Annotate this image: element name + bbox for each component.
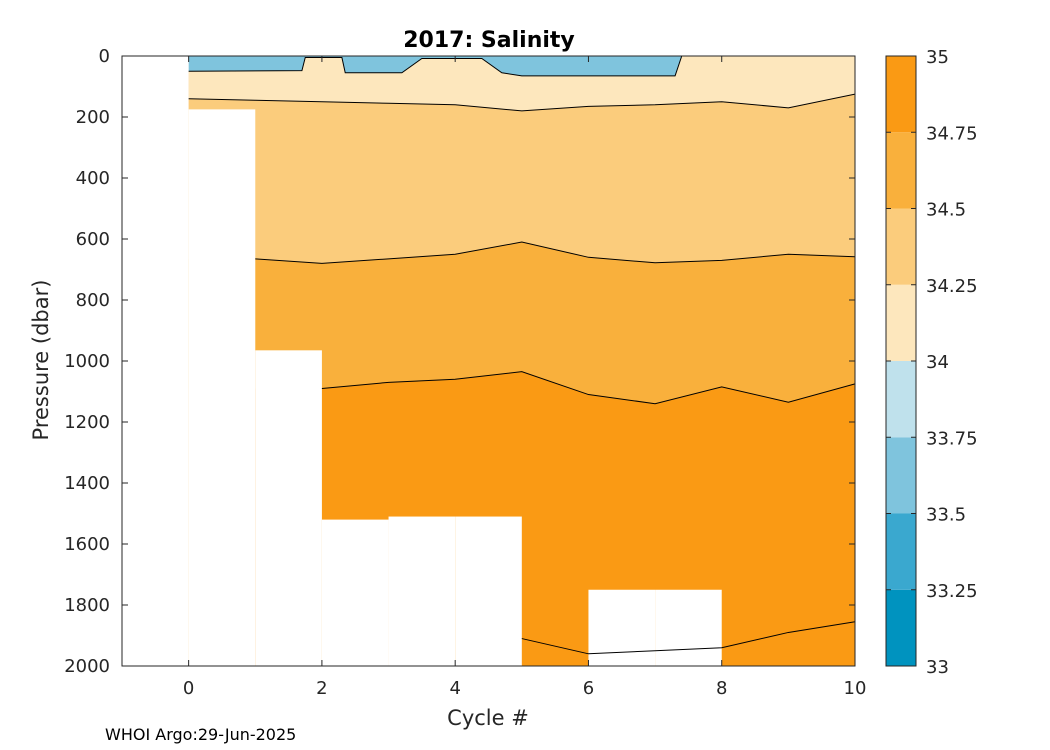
y-tick-label: 1600 — [64, 534, 110, 555]
contour-line-33.75 — [188, 55, 683, 77]
contour-line-34.5 — [321, 371, 856, 405]
x-tick-label: 6 — [583, 678, 594, 699]
x-tick-label: 4 — [449, 678, 460, 699]
colorbar-swatch — [886, 437, 916, 514]
no-data-gap — [455, 516, 522, 666]
no-data-regions — [122, 56, 722, 666]
y-tick-label: 400 — [76, 168, 110, 189]
colorbar-swatch — [886, 56, 916, 133]
y-axis-ticks: 0 200 400 600 800 1000 1200 1400 1600 1800 2000 — [64, 46, 855, 677]
no-data-gap — [255, 350, 322, 666]
band-33.5-33.75 — [188, 56, 682, 76]
footer-credit: WHOI Argo:29-Jun-2025 — [105, 725, 296, 744]
x-tick-label: 10 — [844, 678, 867, 699]
contour-line-34 — [188, 93, 856, 112]
colorbar: 33 33.25 33.5 33.75 34 34.25 34.5 34.75 35 — [885, 47, 978, 678]
x-axis-label: Cycle # — [447, 706, 529, 730]
y-tick-label: 800 — [76, 290, 110, 311]
colorbar-tick-label: 33.5 — [926, 505, 966, 526]
y-axis-label: Pressure (dbar) — [29, 280, 53, 441]
y-tick-label: 0 — [99, 46, 110, 67]
colorbar-swatches — [886, 56, 916, 666]
no-data-gap — [655, 589, 722, 666]
y-tick-label: 1000 — [64, 351, 110, 372]
x-tick-label: 0 — [183, 678, 194, 699]
colorbar-swatch — [886, 284, 916, 361]
band-34.25-34.5 — [188, 56, 856, 264]
colorbar-swatch — [886, 361, 916, 438]
colorbar-swatch — [886, 208, 916, 285]
colorbar-tick-label: 34.5 — [926, 200, 966, 221]
y-tick-label: 600 — [76, 229, 110, 250]
colorbar-tick-label: 34.75 — [926, 123, 978, 144]
y-tick-label: 1200 — [64, 412, 110, 433]
no-data-gap — [321, 519, 389, 666]
colorbar-swatch — [886, 513, 916, 590]
plot-area: 0 2 4 6 8 10 0 200 400 600 800 1000 1200 1400 1600 180… — [64, 46, 866, 699]
x-tick-label: 8 — [716, 678, 727, 699]
colorbar-tick-label: 35 — [926, 47, 949, 68]
y-tick-label: 1400 — [64, 473, 110, 494]
y-tick-label: 2000 — [64, 656, 110, 677]
colorbar-tick-label: 34.25 — [926, 276, 978, 297]
chart-title: 2017: Salinity — [403, 28, 575, 53]
colorbar-tick-label: 33 — [926, 657, 949, 678]
colorbar-swatch — [886, 132, 916, 209]
no-data-gap — [588, 589, 656, 666]
colorbar-tick-label: 33.25 — [926, 581, 978, 602]
colorbar-tick-label: 33.75 — [926, 428, 978, 449]
no-data-gap — [388, 516, 456, 666]
contour-line-34.75 — [521, 621, 856, 655]
y-tick-label: 1800 — [64, 595, 110, 616]
y-tick-label: 200 — [76, 107, 110, 128]
contour-lines — [188, 55, 856, 655]
colorbar-ticks: 33 33.25 33.5 33.75 34 34.25 34.5 34.75 35 — [886, 47, 978, 678]
no-data-left — [122, 56, 189, 666]
colorbar-swatch — [886, 589, 916, 666]
x-tick-label: 2 — [316, 678, 327, 699]
contour-bands — [188, 56, 856, 666]
colorbar-tick-label: 34 — [926, 352, 949, 373]
contour-line-34.25 — [255, 241, 856, 264]
no-data-gap — [188, 109, 256, 666]
x-axis-ticks: 0 2 4 6 8 10 — [183, 56, 867, 699]
